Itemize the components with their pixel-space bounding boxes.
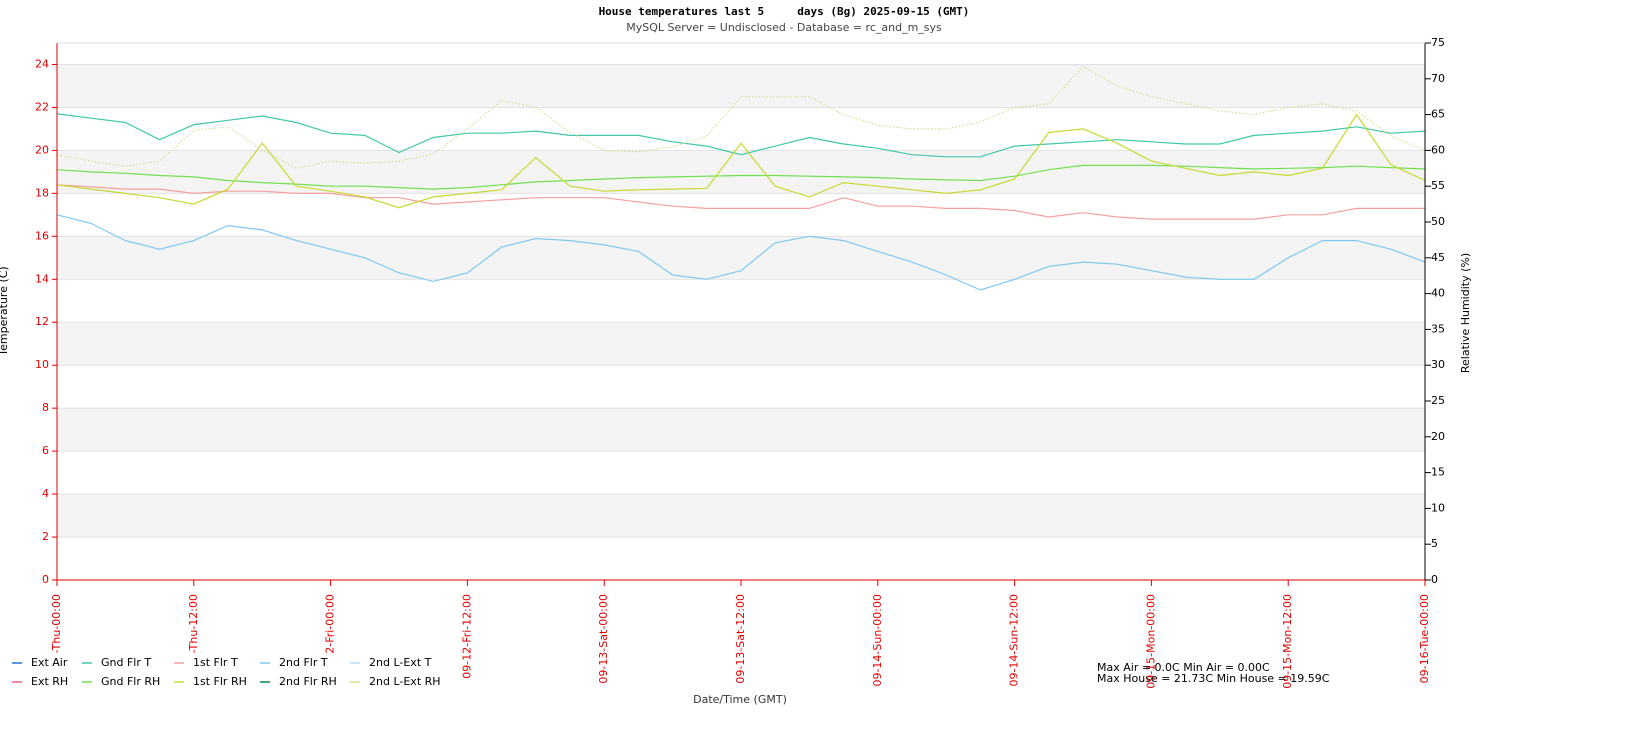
x-tick-label: 09-14-Sun-12:00: [1008, 594, 1021, 687]
y-tick-label: 18: [35, 186, 49, 199]
chart-subtitle: MySQL Server = Undisclosed - Database = …: [626, 21, 942, 34]
series-line: [56, 113, 1426, 209]
y2-tick-label: 25: [1431, 394, 1445, 407]
legend-label: Gnd Flr RH: [101, 675, 160, 688]
legend-label: 1st Flr RH: [193, 675, 247, 688]
y2-tick-label: 70: [1431, 72, 1445, 85]
y2-tick-label: 75: [1431, 36, 1445, 49]
y-tick-label: 16: [35, 229, 49, 242]
x-tick-label: 09-16-Tue-00:00: [1418, 594, 1431, 683]
y2-tick-label: 55: [1431, 179, 1445, 192]
annotation: Max House = 21.73C Min House = 19.59C: [1097, 672, 1330, 685]
grid-band: [57, 408, 1425, 452]
grid-band: [57, 64, 1425, 108]
y-tick-label: 10: [35, 358, 49, 371]
y2-tick-label: 20: [1431, 430, 1445, 443]
x-tick-label: 09-12-Fri-12:00: [460, 594, 473, 679]
legend-label: 2nd Flr RH: [279, 675, 337, 688]
y2-tick-label: 30: [1431, 358, 1445, 371]
y-tick-label: 0: [42, 573, 49, 586]
legend-label: 1st Flr T: [193, 656, 238, 669]
grid-band: [57, 236, 1425, 280]
y-tick-label: 24: [35, 57, 49, 70]
x-tick-label: 09-13-Sat-00:00: [597, 594, 610, 684]
legend-label: Ext RH: [31, 675, 68, 688]
y2-tick-label: 50: [1431, 215, 1445, 228]
series-line: [56, 164, 1426, 190]
x-tick-label: 09-14-Sun-00:00: [871, 594, 884, 687]
x-tick-label: 09-15-Mon-12:00: [1281, 594, 1294, 689]
grid-band: [57, 322, 1425, 366]
y-tick-label: 8: [42, 401, 49, 414]
x-axis-label: Date/Time (GMT): [693, 693, 787, 706]
legend-label: 2nd L-Ext T: [369, 656, 432, 669]
y-axis-label: Temperature (C): [0, 266, 10, 356]
plot-area: [56, 65, 1426, 291]
y-tick-label: 12: [35, 315, 49, 328]
y2-tick-label: 40: [1431, 287, 1445, 300]
x-tick-label: -Thu-12:00: [187, 594, 200, 653]
grid-band: [57, 150, 1425, 194]
y2-tick-label: 0: [1431, 573, 1438, 586]
y2-tick-label: 35: [1431, 322, 1445, 335]
legend-label: Ext Air: [31, 656, 68, 669]
legend-label: Gnd Flr T: [101, 656, 151, 669]
y-tick-label: 2: [42, 530, 49, 543]
grid-bands: [57, 63, 1425, 581]
y2-tick-label: 10: [1431, 501, 1445, 514]
y2-axis-label: Relative Humidity (%): [1459, 253, 1472, 373]
grid-band: [57, 494, 1425, 538]
annotation: Max Air = 0.0C Min Air = 0.00C: [1097, 661, 1270, 674]
series-line: [56, 113, 1426, 158]
x-tick-label: -Thu-00:00: [50, 594, 63, 653]
series-line: [56, 184, 1425, 220]
legend-label: 2nd Flr T: [279, 656, 328, 669]
x-tick-label: 09-15-Mon-00:00: [1144, 594, 1157, 689]
x-tick-label: 09-13-Sat-12:00: [734, 594, 747, 684]
y2-tick-label: 60: [1431, 143, 1445, 156]
y-tick-label: 14: [35, 272, 49, 285]
y2-tick-label: 45: [1431, 251, 1445, 264]
y-tick-label: 4: [42, 487, 49, 500]
y2-tick-label: 15: [1431, 466, 1445, 479]
y2-tick-label: 5: [1431, 537, 1438, 550]
legend-label: 2nd L-Ext RH: [369, 675, 441, 688]
y-tick-label: 20: [35, 143, 49, 156]
series-line: [56, 214, 1426, 291]
chart-title: House temperatures last 5 days (Bg) 2025…: [599, 5, 970, 18]
x-tick-label: 2-Fri-00:00: [324, 594, 337, 654]
y2-tick-label: 65: [1431, 108, 1445, 121]
y-tick-label: 6: [42, 444, 49, 457]
y-tick-label: 22: [35, 100, 49, 113]
